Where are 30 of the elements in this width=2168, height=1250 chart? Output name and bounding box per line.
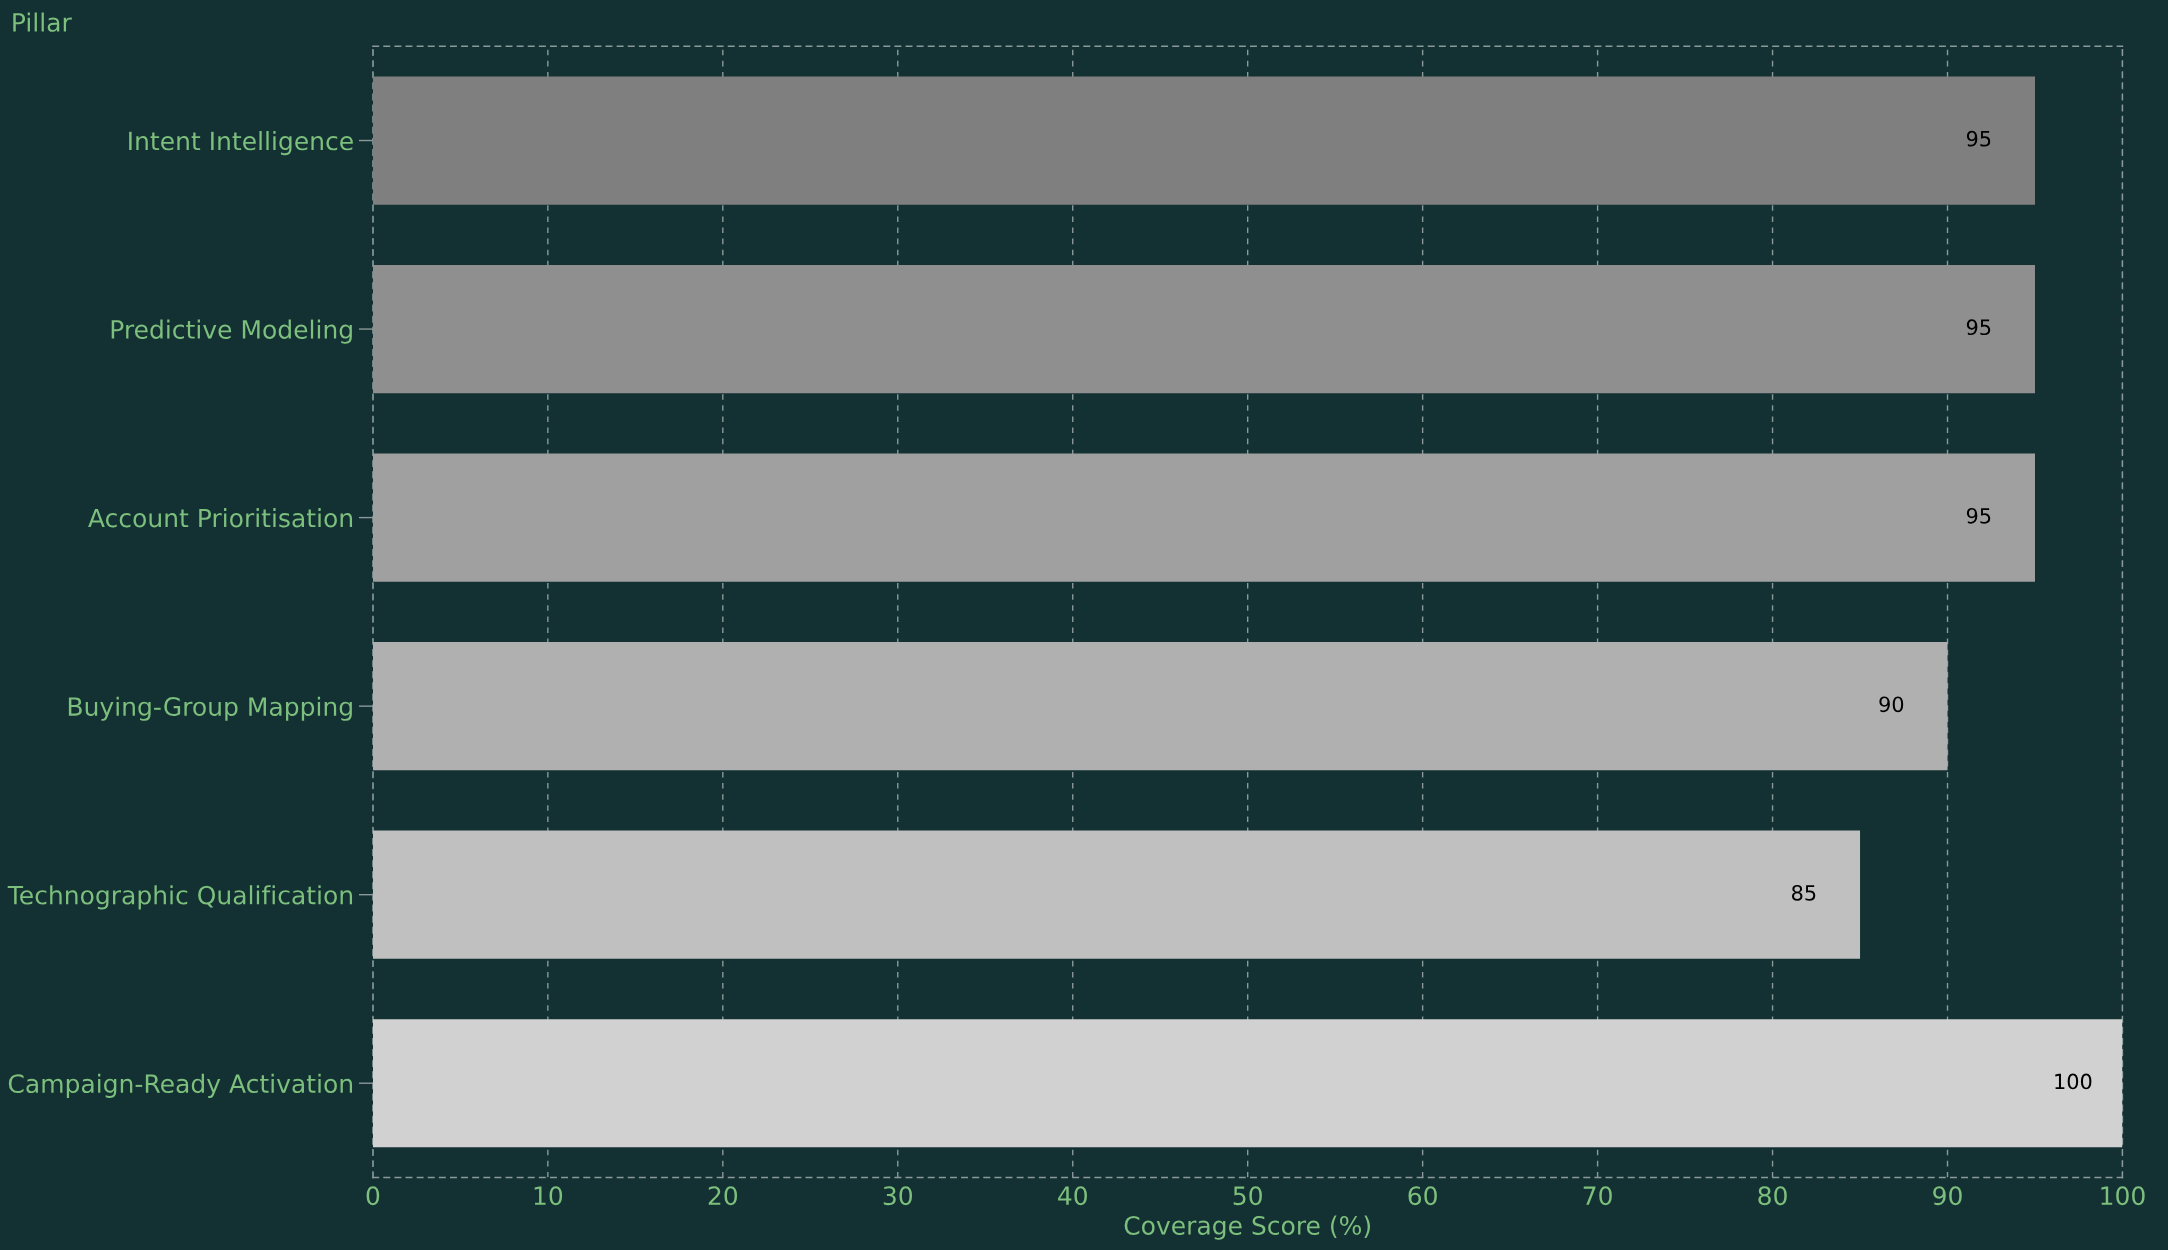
bar xyxy=(372,453,2035,582)
x-tick-label: 20 xyxy=(708,1186,738,1206)
x-tick-label: 80 xyxy=(1758,1186,1787,1206)
bar xyxy=(372,1019,2123,1148)
data-label: 85 xyxy=(1792,884,1816,901)
x-tick-label: 0 xyxy=(366,1186,380,1206)
y-tick-label: Intent Intelligence xyxy=(129,131,353,156)
data-label: 90 xyxy=(1879,696,1904,713)
y-axis-title: Pillar xyxy=(13,12,72,32)
x-tick-label: 70 xyxy=(1583,1186,1612,1206)
y-tick-label: Technographic Qualification xyxy=(7,885,353,910)
y-tick-label: Buying-Group Mapping xyxy=(68,696,352,721)
x-tick-label: 90 xyxy=(1933,1186,1962,1206)
y-tick-label: Account Prioritisation xyxy=(88,508,353,528)
x-tick-label: 40 xyxy=(1058,1186,1087,1206)
bar xyxy=(372,76,2035,205)
bar xyxy=(372,830,1861,959)
data-label: 95 xyxy=(1966,507,1991,524)
x-tick-label: 10 xyxy=(534,1186,563,1206)
y-tick-label: Campaign-Ready Activation xyxy=(8,1073,353,1098)
x-tick-label: 100 xyxy=(2101,1186,2145,1206)
data-label: 95 xyxy=(1966,130,1991,147)
x-axis-title: Coverage Score (%) xyxy=(1124,1215,1370,1240)
y-tick-label: Predictive Modeling xyxy=(111,319,352,344)
x-tick-label: 60 xyxy=(1408,1186,1437,1206)
bar xyxy=(372,642,1948,771)
x-tick-label: 30 xyxy=(883,1186,913,1206)
data-label: 100 xyxy=(2055,1073,2092,1090)
x-tick-label: 50 xyxy=(1233,1186,1262,1206)
data-label: 95 xyxy=(1966,319,1991,336)
